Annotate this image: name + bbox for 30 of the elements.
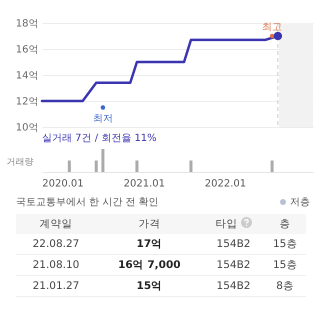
text: 21.01.27	[16, 276, 96, 296]
text: 국토교통부에서 한 시간 전 확인	[16, 196, 159, 209]
text: 22.08.27	[16, 234, 96, 254]
y-tick-label: 16억	[16, 44, 38, 56]
text: 21.08.10	[16, 254, 96, 276]
x-tick-label: 2022.01	[204, 178, 246, 190]
text: 저층	[290, 196, 310, 209]
category-label: 계약일	[16, 214, 96, 234]
text: 154B2	[202, 234, 264, 254]
text: 15층	[264, 234, 306, 254]
x-tick-label: 2020.01	[42, 178, 84, 190]
annotation: 최저	[92, 114, 113, 124]
y-axis-title: 거래량	[6, 158, 34, 168]
text: 실거래 7건 / 회전율 11%	[42, 133, 157, 144]
y-tick-label: 14억	[16, 70, 38, 82]
text: 8층	[264, 276, 306, 296]
text: 17억	[96, 234, 203, 254]
text: 16억 7,000	[96, 254, 203, 276]
annotation: 최고	[262, 22, 282, 33]
text: 154B2	[202, 254, 264, 276]
category-label: 층	[264, 214, 306, 234]
category-label: 가격	[96, 214, 203, 234]
text: 15층	[264, 254, 306, 276]
category-label: 타입	[202, 214, 264, 234]
x-tick-label: 2021.01	[124, 178, 165, 190]
text: 154B2	[202, 276, 264, 296]
y-tick-label: 12억	[16, 96, 38, 108]
text: 15억	[96, 276, 203, 296]
y-tick-label: 18억	[16, 18, 38, 30]
y-tick-label: 10억	[16, 122, 38, 134]
